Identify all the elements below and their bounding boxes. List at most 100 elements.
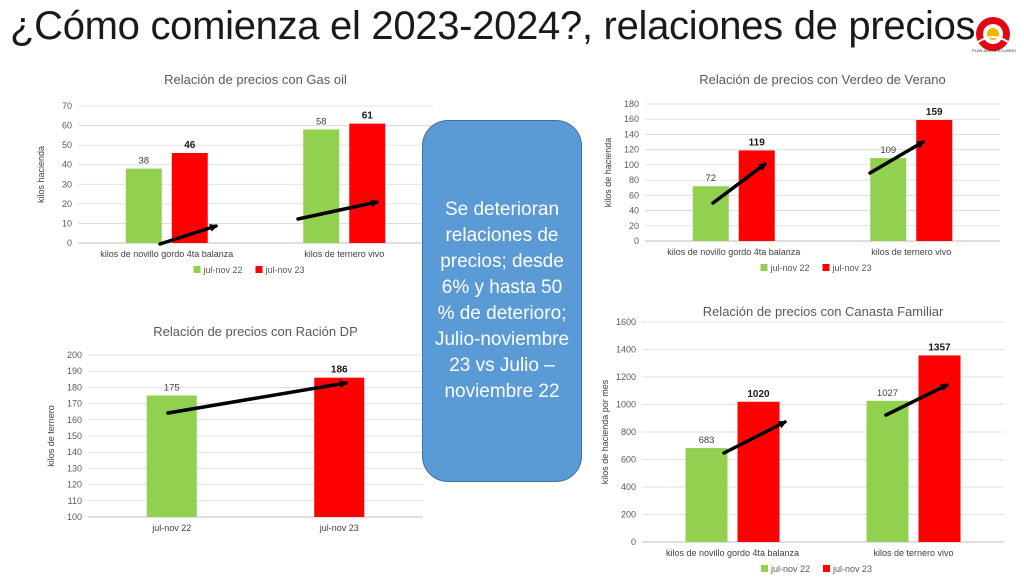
legend-label: jul-nov 23 (832, 263, 872, 273)
bar-jul-nov-23 (918, 355, 961, 542)
bar-jul-nov-23 (916, 119, 953, 241)
data-label: 683 (699, 435, 715, 446)
y-tick-label: 20 (629, 221, 639, 231)
slide-title: ¿Cómo comienza el 2023-2024?, relaciones… (10, 4, 976, 48)
y-tick-label: 40 (629, 206, 639, 216)
data-label: 159 (926, 107, 943, 118)
plan-agropecuario-logo-icon (976, 17, 1010, 51)
category-label: kilos de novillo gordo 4ta balanza (666, 548, 799, 558)
trend-arrow (711, 162, 767, 205)
y-tick-label: 190 (67, 366, 82, 376)
chart-title: Relación de precios con Canasta Familiar (703, 304, 944, 319)
summary-box: Se deterioran relaciones de precios; des… (422, 120, 582, 482)
y-tick-label: 1600 (616, 317, 636, 327)
y-tick-label: 0 (631, 537, 636, 547)
chart-title: Relación de precios con Gas oil (164, 72, 347, 87)
legend-label: jul-nov 22 (770, 564, 810, 574)
bar-jul-nov-22 (125, 168, 162, 243)
y-tick-label: 20 (62, 199, 72, 209)
bar-jul-nov-22 (685, 448, 728, 542)
category-label: jul-nov 22 (151, 523, 191, 533)
y-tick-label: 10 (62, 218, 72, 228)
bar-jul-nov-22 (146, 395, 197, 517)
y-tick-label: 800 (621, 427, 636, 437)
y-tick-label: 120 (624, 145, 639, 155)
y-tick-label: 1400 (616, 345, 636, 355)
legend-swatch (255, 266, 263, 273)
legend-swatch (823, 565, 830, 572)
trend-arrow (884, 383, 949, 417)
data-label: 186 (331, 365, 348, 376)
bar-jul-nov-22 (870, 158, 907, 241)
bar-jul-nov-22 (866, 400, 909, 542)
chart-svg: Relación de precios con Verdeo de Verano… (603, 72, 1000, 273)
chart-gasoil: Relación de precios con Gas oil 0 10 20 30 40… (28, 66, 433, 291)
y-tick-label: 60 (62, 121, 72, 131)
trend-arrow (166, 380, 348, 415)
y-tick-label: 110 (68, 496, 82, 506)
chart-svg: Relación de precios con Ración DP 100 110 1… (46, 324, 423, 533)
trend-arrow (158, 224, 218, 246)
chart-title: Relación de precios con Ración DP (153, 324, 358, 339)
bar-jul-nov-23 (737, 401, 780, 542)
legend-swatch (761, 565, 768, 572)
data-label: 175 (164, 383, 180, 394)
data-label: 58 (316, 116, 327, 127)
y-tick-label: 140 (67, 447, 82, 457)
y-tick-label: 70 (62, 101, 72, 111)
y-tick-label: 200 (621, 510, 636, 520)
data-label: 119 (749, 137, 766, 148)
category-label: kilos de ternero vivo (871, 247, 951, 257)
y-tick-label: 400 (621, 482, 636, 492)
summary-text: Se deterioran relaciones de precios; des… (434, 199, 570, 402)
y-tick-label: 600 (621, 455, 636, 465)
category-label: kilos de ternero vivo (304, 249, 384, 259)
chart-racion: Relación de precios con Ración DP 100 110 1… (28, 318, 423, 556)
y-tick-label: 160 (67, 415, 82, 425)
legend-swatch (822, 264, 830, 271)
data-label: 61 (362, 111, 374, 122)
y-tick-label: 40 (62, 160, 72, 170)
legend-label: jul-nov 23 (265, 265, 305, 275)
category-label: kilos de novillo gordo 4ta balanza (667, 247, 800, 257)
data-label: 46 (184, 140, 196, 151)
data-label: 1357 (928, 342, 951, 353)
chart-title: Relación de precios con Verdeo de Verano (699, 72, 945, 87)
y-tick-label: 0 (67, 238, 72, 248)
y-tick-label: 1200 (616, 372, 636, 382)
y-tick-label: 80 (629, 175, 639, 185)
legend-swatch (193, 266, 201, 273)
bar-jul-nov-22 (303, 129, 340, 243)
legend-label: jul-nov 23 (832, 564, 872, 574)
chart-canasta: Relación de precios con Canasta Familiar… (590, 298, 1015, 587)
y-axis-label: kilos hacienda (36, 146, 46, 203)
bar-jul-nov-23 (314, 377, 365, 517)
chart-svg: Relación de precios con Canasta Familiar… (600, 304, 1004, 574)
y-tick-label: 1000 (616, 400, 636, 410)
legend-label: jul-nov 22 (203, 265, 243, 275)
y-tick-label: 130 (67, 463, 82, 473)
y-tick-label: 140 (624, 129, 639, 139)
chart-verdeo: Relación de precios con Verdeo de Verano… (590, 66, 1010, 291)
y-tick-label: 60 (629, 190, 639, 200)
y-axis-label: kilos de ternero (46, 405, 56, 467)
y-tick-label: 170 (67, 399, 82, 409)
data-label: 72 (705, 173, 716, 184)
y-axis-label: kilos de hacienda por mes (600, 379, 610, 484)
y-tick-label: 200 (67, 350, 82, 360)
y-tick-label: 120 (67, 480, 82, 490)
y-axis-label: kilos de hacienda (603, 138, 613, 208)
category-label: kilos de novillo gordo 4ta balanza (100, 249, 233, 259)
data-label: 38 (138, 156, 149, 167)
y-tick-label: 50 (62, 140, 72, 150)
y-tick-label: 100 (624, 160, 639, 170)
category-label: jul-nov 23 (319, 523, 359, 533)
data-label: 1027 (877, 388, 898, 399)
y-tick-label: 0 (634, 236, 639, 246)
bar-jul-nov-23 (171, 152, 208, 243)
bar-jul-nov-23 (738, 150, 775, 241)
legend-label: jul-nov 22 (770, 263, 810, 273)
trend-arrow (296, 199, 379, 221)
y-tick-label: 150 (67, 431, 82, 441)
trend-arrow (722, 420, 787, 455)
